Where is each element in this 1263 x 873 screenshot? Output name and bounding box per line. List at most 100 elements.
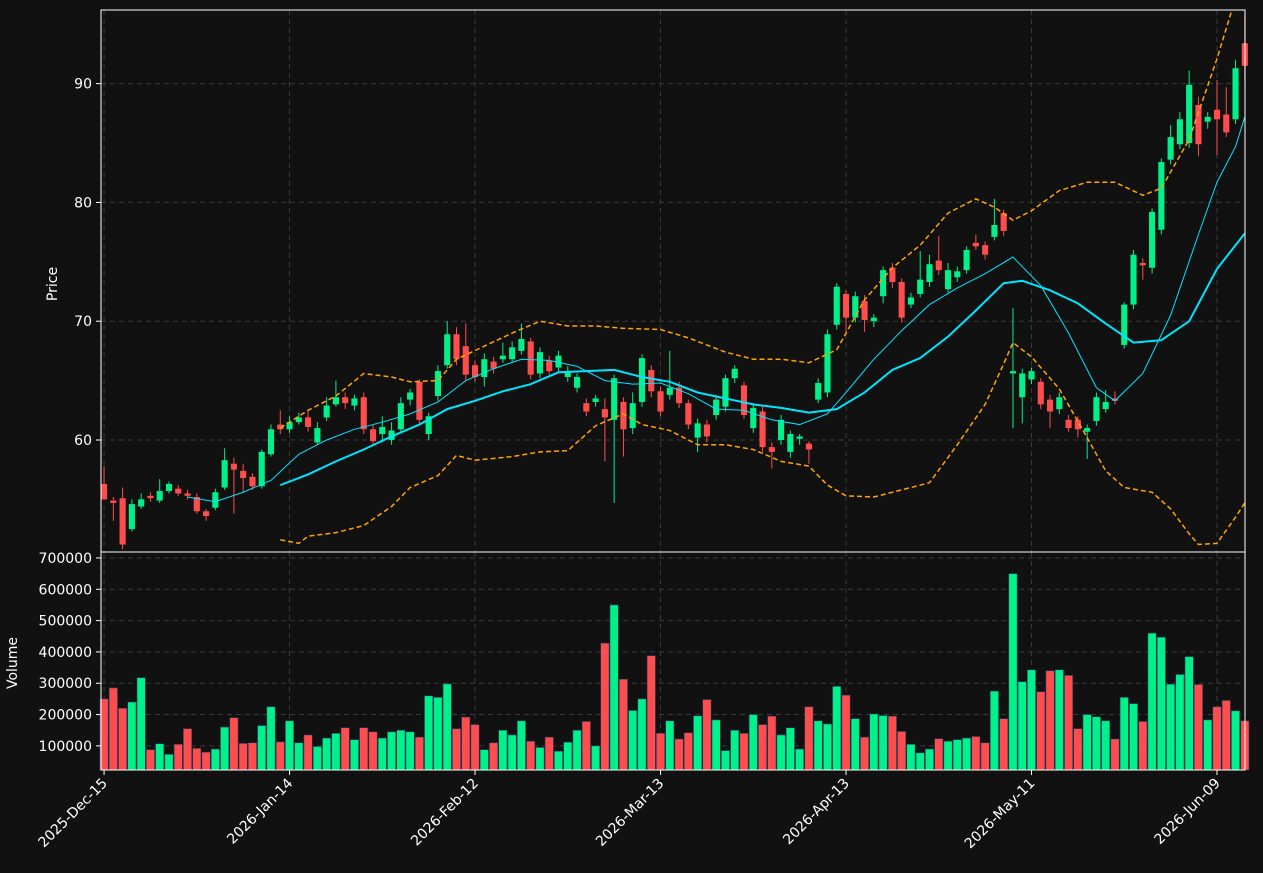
candle-body <box>676 387 683 404</box>
candle-body <box>1065 419 1072 429</box>
candle-body <box>1186 84 1193 144</box>
volume-bar <box>1203 719 1213 771</box>
volume-bar <box>637 698 647 771</box>
volume-bar <box>813 720 823 771</box>
candle-body <box>221 460 228 488</box>
candle-body <box>768 447 775 452</box>
volume-bar <box>656 733 665 771</box>
candle-body <box>944 270 952 290</box>
indicator-line <box>280 341 1245 546</box>
indicator-line <box>187 116 1245 503</box>
volume-bar <box>368 731 378 771</box>
volume-bar <box>609 604 619 771</box>
candle-body <box>1167 137 1174 160</box>
volume-bar <box>452 728 461 771</box>
candle-body <box>295 417 302 423</box>
grid <box>101 10 1245 770</box>
y-tick-label: 90 <box>74 77 92 93</box>
volume-bar <box>1054 669 1064 771</box>
candle-body <box>1121 304 1128 345</box>
candle-body <box>555 355 562 368</box>
volume-bar <box>795 748 805 771</box>
volume-bar <box>878 715 888 771</box>
y-tick-label: 300000 <box>39 676 92 692</box>
candle-body <box>1149 211 1156 268</box>
candle-body <box>833 286 840 325</box>
candle-body <box>388 430 395 440</box>
candle-body <box>842 293 850 318</box>
candle-body <box>1130 254 1137 305</box>
candle-body <box>1232 68 1239 120</box>
volume-bar <box>424 695 434 771</box>
volume-bar <box>507 734 517 771</box>
volume-bar <box>387 731 397 771</box>
y-tick-label: 200000 <box>39 708 92 724</box>
candle-body <box>267 429 275 455</box>
candle-body <box>713 399 720 416</box>
volume-bar <box>646 655 656 771</box>
candle-body <box>156 491 163 501</box>
volume-bar <box>442 683 452 771</box>
y-tick-label: 60 <box>74 433 92 449</box>
candle-body <box>434 371 442 397</box>
candle-body <box>880 270 887 297</box>
candle-body <box>138 499 145 507</box>
candle-body <box>583 403 590 412</box>
candle-body <box>369 429 377 442</box>
y-tick-label: 400000 <box>39 645 92 661</box>
volume-bar <box>498 729 508 771</box>
volume-bar <box>962 737 972 771</box>
volume-bar <box>952 739 962 771</box>
candle-body <box>1037 381 1044 405</box>
volume-bar <box>618 678 628 771</box>
y-tick-label: 600000 <box>39 582 92 598</box>
volume-bar <box>349 739 359 771</box>
candle-body <box>1213 109 1221 120</box>
candle-body <box>991 224 998 237</box>
candle-body <box>1195 105 1202 145</box>
y-tick-label: 80 <box>74 195 92 211</box>
volume-bar <box>1156 636 1166 771</box>
volume-bar <box>1045 670 1055 771</box>
volume-bar <box>934 738 944 771</box>
volume-bar <box>405 731 415 771</box>
volume-bar <box>683 732 693 771</box>
volume-bar <box>711 719 721 771</box>
candle-body <box>518 339 525 351</box>
candle-body <box>611 378 618 420</box>
volume-bar <box>1091 716 1101 771</box>
candle-body <box>128 504 135 530</box>
indicator-line <box>279 10 1233 429</box>
volume-bar <box>1184 656 1194 771</box>
volume-bar <box>229 717 239 771</box>
volume-bar <box>257 725 267 771</box>
candle-body <box>258 451 265 487</box>
candle-body <box>889 267 896 283</box>
candle-body <box>666 387 673 395</box>
candle-body <box>323 405 330 418</box>
volume-bar <box>275 741 285 771</box>
volume-axis-label: Volume <box>5 637 21 689</box>
candle-body <box>620 401 627 430</box>
candle-body <box>240 470 247 478</box>
volume-bar <box>526 740 536 771</box>
candle-body <box>165 483 173 492</box>
candle-body <box>907 297 914 305</box>
marks <box>99 14 1250 771</box>
candle-body <box>759 411 766 448</box>
volume-bar <box>479 749 489 771</box>
candle-body <box>731 368 738 379</box>
volume-bar <box>108 687 118 771</box>
volume-bar <box>516 720 526 771</box>
candle-body <box>703 424 710 437</box>
volume-bar <box>489 742 499 771</box>
candle-body <box>1019 373 1026 398</box>
candle-body <box>332 397 339 405</box>
y-tick-label: 70 <box>74 314 92 330</box>
candle-body <box>1056 397 1063 410</box>
candle-body <box>972 242 979 247</box>
volume-bar <box>303 734 313 771</box>
candle-body <box>147 495 154 499</box>
volume-bar <box>999 718 1009 771</box>
volume-bar <box>832 686 842 771</box>
